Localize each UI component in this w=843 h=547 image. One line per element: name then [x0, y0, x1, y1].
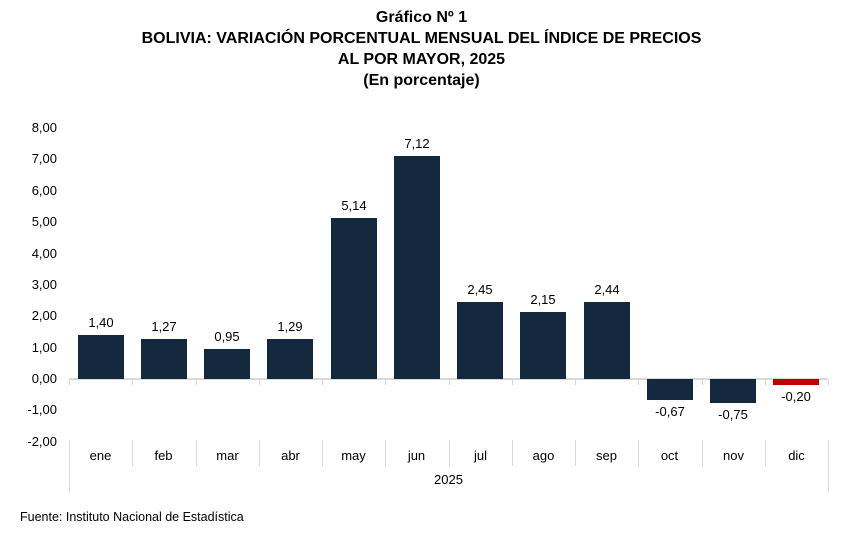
bar-value-label: 1,29 [277, 319, 303, 334]
bar-value-label: 2,15 [530, 292, 556, 307]
x-axis-end-line [828, 440, 829, 493]
x-axis-category-label: oct [660, 448, 679, 463]
x-axis-zero-line [69, 378, 828, 380]
bar-value-label: 2,45 [467, 282, 493, 297]
y-axis-tick-label: -2,00 [27, 433, 57, 449]
x-axis-category-label: abr [281, 448, 300, 463]
y-axis-tick-label: 1,00 [31, 339, 57, 355]
x-axis-tick [512, 380, 513, 385]
bar [520, 311, 566, 379]
chart-title: Gráfico Nº 1 BOLIVIA: VARIACIÓN PORCENTU… [0, 7, 843, 91]
x-axis-category-label: dic [788, 448, 805, 463]
x-axis-separator [575, 440, 576, 466]
y-axis-tick-label: 0,00 [31, 371, 57, 386]
x-axis-separator [259, 440, 260, 466]
bar [457, 302, 503, 380]
bar [331, 217, 377, 379]
x-axis-tick [575, 380, 576, 385]
x-axis-year-label: 2025 [434, 472, 463, 487]
x-axis-tick [196, 380, 197, 385]
x-axis-category-label: mar [216, 448, 239, 463]
bar-value-label: 1,27 [151, 319, 177, 334]
bar [394, 155, 440, 379]
y-axis-tick-label: 3,00 [31, 276, 57, 292]
x-axis-tick [765, 380, 766, 385]
x-axis-tick [322, 380, 323, 385]
x-axis-separator [449, 440, 450, 466]
source-note: Fuente: Instituto Nacional de Estadístic… [20, 510, 244, 524]
x-axis-category-label: ene [89, 448, 112, 463]
x-axis-tick [69, 380, 70, 385]
bar-value-label: -0,20 [781, 389, 811, 404]
bar [141, 339, 187, 380]
y-axis-tick-label: -1,00 [27, 402, 57, 418]
y-axis-tick-label: 6,00 [31, 182, 57, 198]
chart-title-line3: AL POR MAYOR, 2025 [337, 51, 506, 68]
x-axis-separator [638, 440, 639, 466]
bar-value-label: 5,14 [341, 198, 367, 213]
bar [584, 302, 630, 380]
x-axis-category-label: feb [154, 448, 173, 463]
bar [267, 338, 313, 379]
y-axis-tick-label: 4,00 [31, 245, 57, 261]
y-axis-tick-label: 7,00 [31, 151, 57, 167]
x-axis-tick [638, 380, 639, 385]
y-axis-tick-label: 5,00 [31, 214, 57, 230]
x-axis-tick [259, 380, 260, 385]
bar-value-label: 0,95 [214, 329, 240, 344]
x-axis-tick [702, 380, 703, 385]
bar-value-label: -0,67 [655, 404, 685, 419]
x-axis-separator [765, 440, 766, 466]
bar-value-label: 7,12 [404, 136, 430, 151]
chart-title-line1: Gráfico Nº 1 [375, 9, 468, 26]
x-axis-category-label: may [341, 448, 366, 463]
x-axis-category-label: sep [596, 448, 617, 463]
x-axis-end-line [69, 440, 70, 493]
chart-title-line2: BOLIVIA: VARIACIÓN PORCENTUAL MENSUAL DE… [141, 30, 702, 47]
x-axis-tick [828, 380, 829, 385]
x-axis-separator [385, 440, 386, 466]
x-axis-separator [132, 440, 133, 466]
x-axis-separator [512, 440, 513, 466]
x-axis-tick [132, 380, 133, 385]
bar [78, 335, 124, 380]
x-axis-category-label: jul [473, 448, 487, 463]
bar [710, 379, 756, 403]
bar [647, 379, 693, 400]
y-axis-tick-label: 8,00 [31, 120, 57, 135]
chart-title-line4: (En porcentaje) [363, 72, 480, 89]
bar-value-label: -0,75 [718, 407, 748, 422]
x-axis-category-label: jun [407, 448, 426, 463]
bar-value-label: 1,40 [88, 315, 114, 330]
x-axis-separator [196, 440, 197, 466]
x-axis-tick [449, 380, 450, 385]
x-axis-category-label: ago [532, 448, 555, 463]
x-axis-tick [385, 380, 386, 385]
bar-value-label: 2,44 [594, 282, 620, 297]
y-axis-tick-label: 2,00 [31, 308, 57, 324]
bar [204, 349, 250, 380]
x-axis-separator [322, 440, 323, 466]
bar [773, 379, 819, 385]
x-axis-category-label: nov [723, 448, 744, 463]
x-axis-separator [702, 440, 703, 466]
